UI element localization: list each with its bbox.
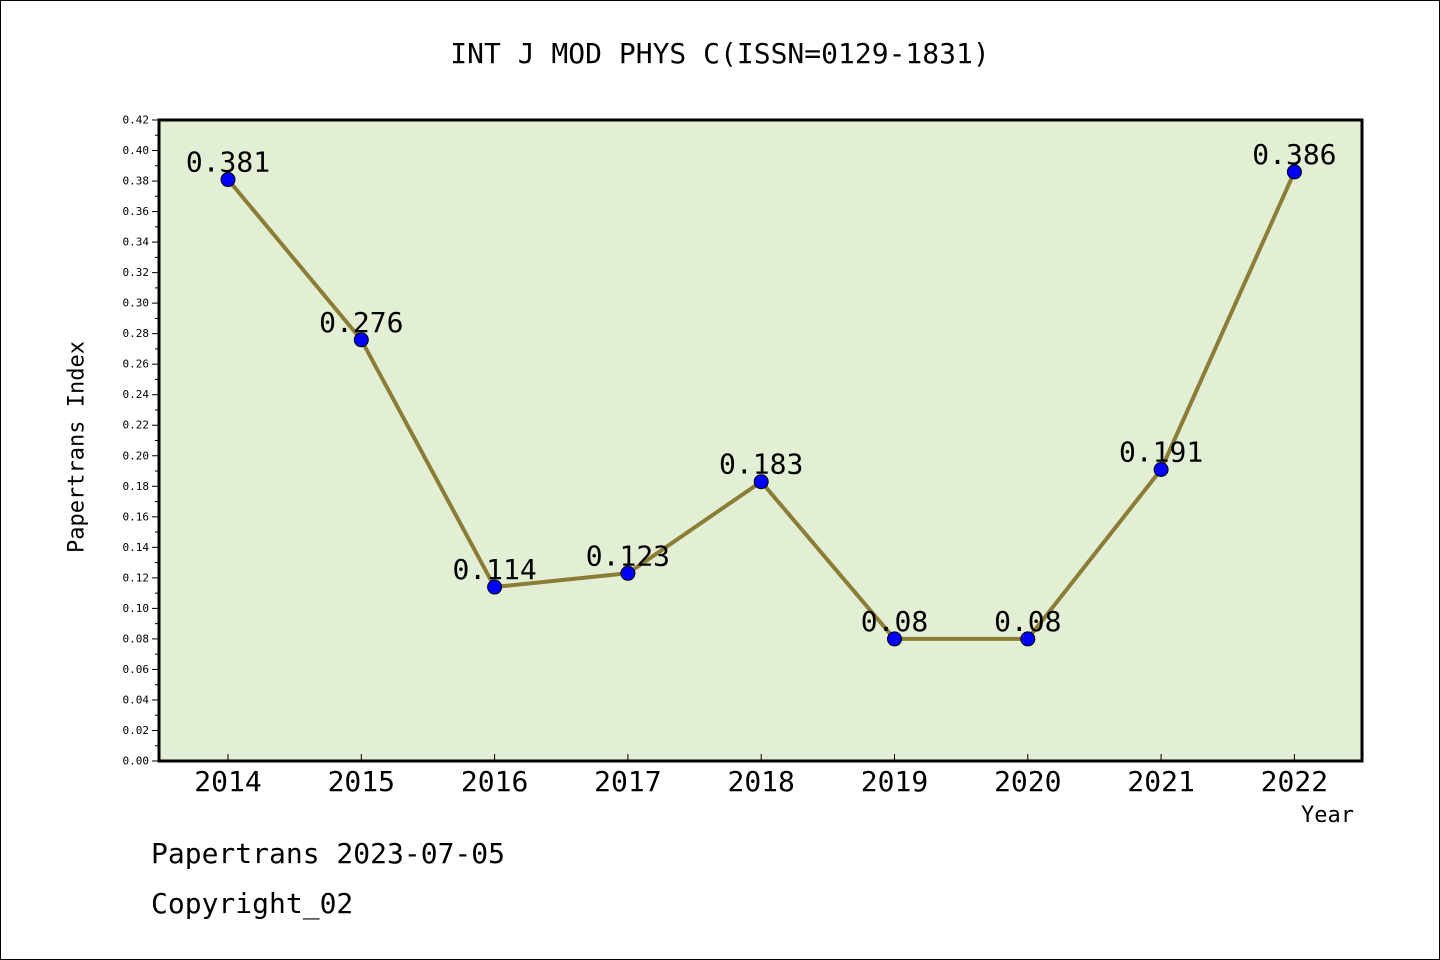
y-tick-label: 0.10 <box>123 602 150 615</box>
data-label-2017: 0.123 <box>586 539 670 572</box>
data-point-2021 <box>1153 461 1169 477</box>
y-tick-label: 0.36 <box>123 205 150 218</box>
data-label-2019: 0.08 <box>861 605 928 638</box>
data-point-2016 <box>487 579 503 595</box>
data-label-2016: 0.114 <box>452 553 536 586</box>
y-tick-label: 0.24 <box>123 388 150 401</box>
y-tick-label: 0.28 <box>123 327 150 340</box>
x-tick-label: 2022 <box>1261 765 1328 798</box>
data-label-2015: 0.276 <box>319 306 403 339</box>
y-tick-label: 0.34 <box>123 236 150 249</box>
y-tick-label: 0.04 <box>123 693 150 706</box>
x-axis: 2014 2015 2016 2017 2018 2019 2020 2021 2022 <box>194 754 1328 798</box>
series-papertrans-index: 0.381 0.276 0.114 0.123 0.183 0.08 0.08 0.191 0.… <box>186 138 1337 647</box>
x-tick-label: 2014 <box>194 765 261 798</box>
data-point-2020 <box>1020 631 1036 647</box>
y-tick-label: 0.16 <box>123 510 150 523</box>
data-point-2019 <box>887 631 902 647</box>
y-tick-label: 0.40 <box>123 144 150 157</box>
x-tick-label: 2015 <box>328 765 395 798</box>
x-tick-label: 2019 <box>861 765 928 798</box>
y-tick-label: 0.20 <box>123 449 150 462</box>
y-tick-label: 0.12 <box>123 571 150 584</box>
data-label-2021: 0.191 <box>1119 435 1203 468</box>
y-tick-label: 0.42 <box>123 114 150 127</box>
data-point-2014 <box>220 172 236 188</box>
y-tick-label: 0.08 <box>123 632 150 645</box>
x-tick-label: 2017 <box>594 765 661 798</box>
data-point-2017 <box>620 565 636 581</box>
plot-border <box>157 118 1364 763</box>
y-tick-label: 0.32 <box>123 266 150 279</box>
footer-date: Papertrans 2023-07-05 <box>151 837 506 870</box>
y-tick-label: 0.18 <box>123 480 150 493</box>
y-tick-label: 0.22 <box>123 419 150 432</box>
data-label-2022: 0.386 <box>1252 138 1336 171</box>
x-tick-label: 2020 <box>994 765 1061 798</box>
footer-copyright: Copyright_02 <box>151 887 354 920</box>
x-tick-label: 2018 <box>727 765 794 798</box>
y-axis-label: Papertrans Index <box>64 341 90 553</box>
y-tick-label: 0.06 <box>123 663 150 676</box>
data-label-2014: 0.381 <box>186 146 270 179</box>
y-tick-label: 0.38 <box>123 175 150 188</box>
data-point-2022 <box>1286 164 1302 180</box>
y-tick-label: 0.30 <box>123 297 150 310</box>
x-axis-label: Year <box>1301 803 1354 828</box>
plot-area <box>159 120 1362 761</box>
data-point-2018 <box>753 474 769 490</box>
x-tick-label: 2021 <box>1127 765 1194 798</box>
chart-title: INT J MOD PHYS C(ISSN=0129-1831) <box>450 37 990 70</box>
y-tick-label: 0.00 <box>123 755 150 768</box>
x-tick-label: 2016 <box>461 765 528 798</box>
y-axis: 0.00 0.02 0.04 0.06 0.08 0.10 0.12 0.14 0.16 0.18… <box>123 114 159 768</box>
data-label-2020: 0.08 <box>994 605 1061 638</box>
y-tick-label: 0.02 <box>123 724 150 737</box>
y-tick-label: 0.14 <box>123 541 150 554</box>
data-point-2015 <box>353 332 369 348</box>
data-label-2018: 0.183 <box>719 448 803 481</box>
y-tick-label: 0.26 <box>123 358 150 371</box>
